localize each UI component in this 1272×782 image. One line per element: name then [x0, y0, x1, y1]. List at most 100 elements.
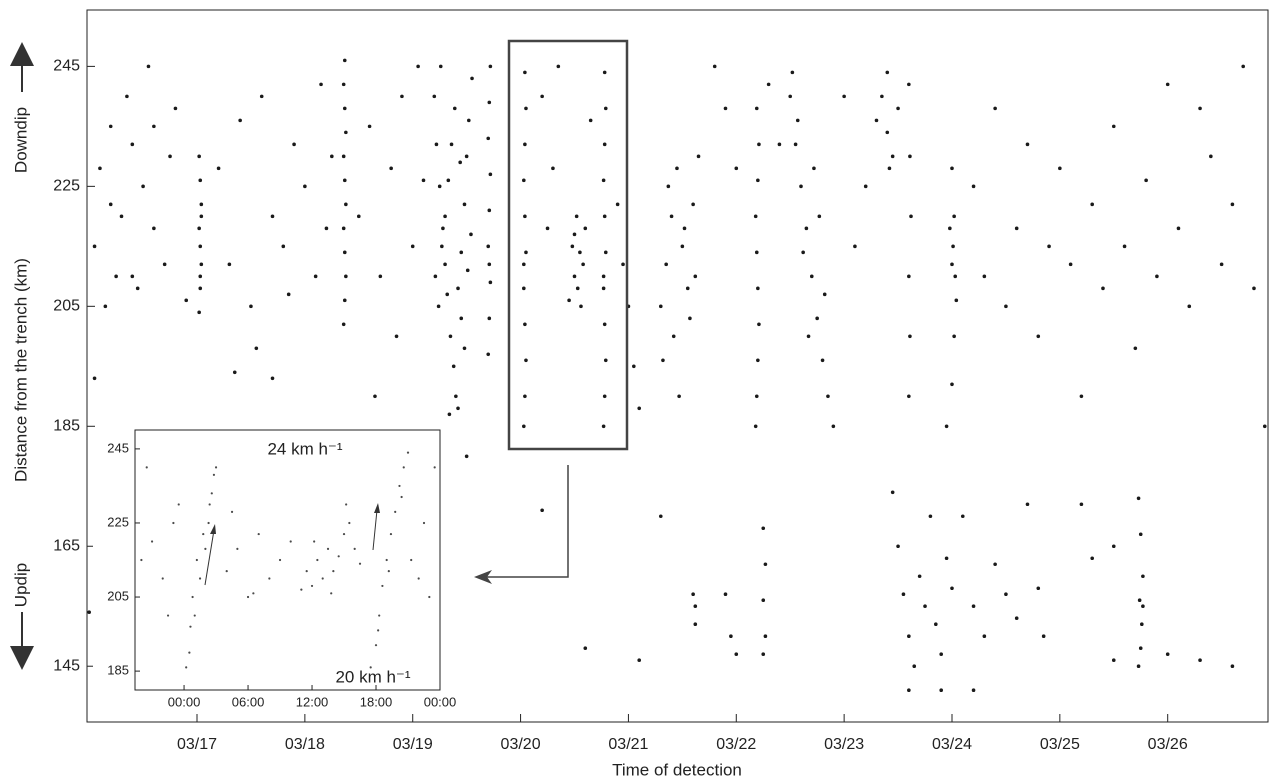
point: [1165, 82, 1170, 87]
point: [1141, 574, 1145, 579]
point: [951, 244, 955, 249]
point: [193, 614, 196, 617]
updip-label: Updip: [11, 563, 30, 607]
point: [572, 232, 577, 237]
point: [754, 250, 759, 255]
point: [152, 124, 156, 129]
point: [809, 274, 814, 279]
point: [712, 64, 717, 69]
point: [1079, 394, 1084, 399]
point: [682, 226, 687, 231]
point: [400, 495, 403, 499]
point: [842, 94, 846, 99]
point: [1262, 424, 1267, 429]
point: [948, 226, 952, 231]
point: [909, 214, 913, 219]
point: [960, 514, 965, 519]
point: [1209, 154, 1213, 159]
point: [601, 286, 606, 291]
point: [923, 604, 927, 609]
point: [342, 58, 347, 63]
point: [753, 424, 758, 429]
point: [130, 142, 135, 147]
point: [661, 358, 665, 363]
point: [666, 184, 671, 189]
point: [381, 584, 384, 588]
point: [184, 298, 189, 303]
point: [1111, 124, 1116, 129]
point: [470, 76, 474, 81]
point: [140, 558, 143, 562]
point: [208, 503, 211, 506]
rate-annotation: 24 km h⁻¹: [267, 439, 342, 458]
x-axis-label: Time of detection: [612, 760, 742, 779]
point: [602, 322, 607, 327]
point: [199, 214, 204, 219]
point: [934, 622, 938, 627]
point: [1165, 652, 1170, 657]
x-tick-label: 00:00: [424, 694, 457, 709]
point: [601, 274, 606, 279]
point: [1090, 556, 1094, 561]
point: [581, 262, 585, 267]
point: [734, 652, 739, 657]
point: [270, 214, 275, 219]
point: [524, 250, 528, 255]
y-tick-label: 205: [53, 298, 80, 315]
point: [950, 166, 954, 171]
point: [1068, 262, 1073, 267]
point: [874, 118, 879, 123]
point: [199, 202, 204, 207]
point: [150, 540, 154, 543]
point: [130, 274, 135, 279]
inset-arrowhead: [210, 524, 216, 534]
point: [436, 304, 441, 309]
point: [583, 646, 588, 651]
point: [467, 118, 471, 123]
point: [1219, 262, 1224, 267]
point: [344, 274, 348, 279]
point: [446, 178, 451, 183]
point: [954, 298, 959, 303]
point: [523, 394, 527, 399]
point: [522, 262, 526, 267]
point: [246, 595, 250, 599]
point: [551, 166, 555, 171]
point: [459, 250, 464, 255]
point: [1036, 334, 1041, 339]
point: [161, 577, 164, 580]
point: [1041, 634, 1046, 639]
point: [1141, 604, 1145, 609]
point: [685, 286, 690, 291]
point: [433, 466, 436, 469]
point: [406, 451, 410, 454]
point: [944, 424, 949, 429]
point: [917, 574, 922, 579]
point: [637, 406, 642, 411]
point: [394, 334, 399, 339]
y-tick-label: 225: [53, 178, 80, 195]
point: [971, 688, 976, 693]
point: [342, 250, 347, 255]
inset-frame: [134, 429, 441, 691]
point: [1058, 166, 1062, 171]
point: [522, 178, 526, 183]
point: [341, 226, 346, 231]
point: [369, 666, 372, 669]
point: [524, 106, 528, 111]
point: [763, 562, 768, 567]
point: [1036, 586, 1041, 591]
point: [1133, 346, 1138, 351]
point: [523, 70, 527, 75]
point: [693, 604, 698, 609]
point: [486, 136, 491, 141]
point: [232, 370, 237, 375]
point: [377, 629, 380, 632]
point: [567, 298, 571, 303]
point: [400, 94, 404, 99]
point: [448, 334, 453, 339]
point: [385, 558, 388, 562]
y-tick-label: 185: [107, 663, 129, 678]
point: [449, 142, 454, 147]
point: [1230, 202, 1235, 207]
